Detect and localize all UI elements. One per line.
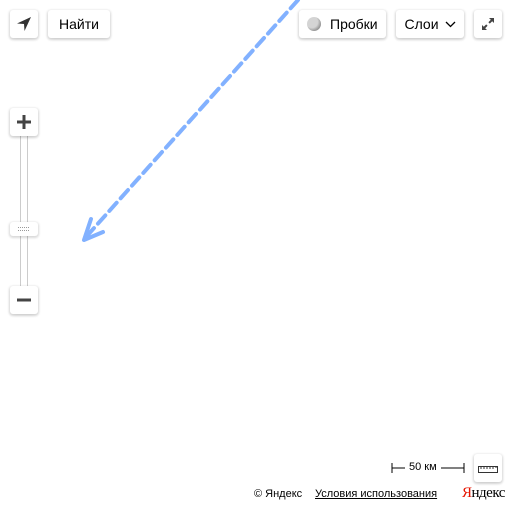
minus-icon bbox=[17, 298, 31, 302]
fullscreen-button[interactable] bbox=[474, 10, 502, 38]
copyright-text: © Яндекс bbox=[254, 488, 303, 500]
find-button-label: Найти bbox=[59, 16, 99, 32]
yandex-logo-rest: ндекс bbox=[471, 485, 506, 501]
find-button[interactable]: Найти bbox=[48, 10, 110, 38]
zoom-slider-thumb[interactable] bbox=[10, 222, 38, 236]
traffic-button[interactable]: Пробки bbox=[299, 10, 386, 38]
traffic-indicator-icon bbox=[307, 17, 321, 31]
geolocation-button[interactable] bbox=[10, 10, 38, 38]
ruler-icon bbox=[478, 466, 498, 473]
layers-button-label: Слои bbox=[404, 16, 439, 32]
layers-button[interactable]: Слои bbox=[396, 10, 464, 38]
fullscreen-expand-icon bbox=[482, 18, 494, 30]
traffic-button-label: Пробки bbox=[330, 16, 378, 32]
yandex-logo-first-letter: Я bbox=[462, 485, 472, 501]
yandex-logo[interactable]: Яндекс bbox=[462, 485, 505, 502]
chevron-down-icon bbox=[445, 21, 456, 28]
route-arrowhead bbox=[82, 217, 105, 242]
drag-handle-icon bbox=[18, 226, 29, 231]
zoom-out-button[interactable] bbox=[10, 286, 38, 314]
geolocation-arrow-icon bbox=[17, 17, 31, 31]
scale-label: 50 км bbox=[405, 461, 441, 473]
route-line bbox=[84, 0, 300, 239]
zoom-in-button[interactable] bbox=[10, 108, 38, 136]
ruler-button[interactable] bbox=[474, 454, 502, 482]
plus-icon bbox=[17, 115, 31, 129]
zoom-track[interactable] bbox=[20, 136, 28, 286]
terms-of-use-link[interactable]: Условия использования bbox=[315, 488, 438, 500]
